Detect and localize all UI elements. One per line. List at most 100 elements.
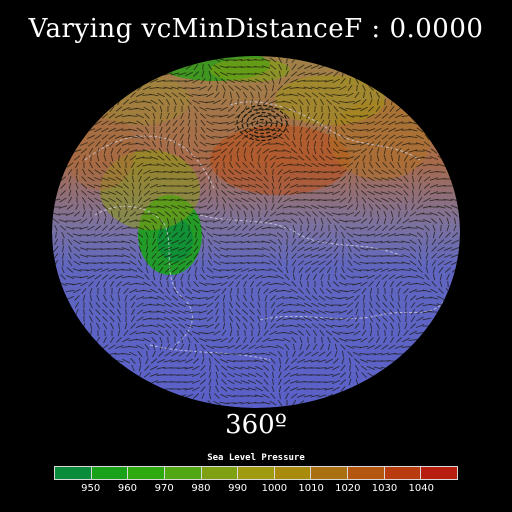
wind-vector bbox=[345, 114, 355, 118]
wind-vector bbox=[331, 379, 341, 385]
wind-vector bbox=[289, 177, 299, 181]
wind-vector bbox=[303, 394, 313, 398]
wind-vector bbox=[368, 85, 374, 91]
wind-vector bbox=[205, 275, 215, 279]
legend-swatch bbox=[384, 467, 422, 479]
wind-vector bbox=[100, 191, 110, 195]
wind-vector bbox=[226, 359, 236, 363]
wind-vector bbox=[108, 225, 116, 231]
wind-vector bbox=[305, 126, 311, 134]
wind-vector bbox=[255, 176, 263, 182]
wind-vector bbox=[237, 98, 239, 106]
wind-vector bbox=[376, 210, 380, 218]
wind-vector bbox=[184, 177, 194, 181]
wind-vector bbox=[195, 231, 197, 239]
wind-vector bbox=[443, 198, 453, 202]
wind-vector bbox=[181, 336, 183, 344]
wind-vector bbox=[394, 247, 404, 251]
wind-vector bbox=[319, 119, 325, 127]
wind-vector bbox=[235, 141, 241, 147]
wind-vector bbox=[192, 148, 200, 154]
wind-vector bbox=[303, 253, 313, 259]
wind-vector bbox=[338, 281, 348, 287]
legend-tick-label: 960 bbox=[117, 483, 137, 494]
wind-vector bbox=[380, 191, 390, 195]
wind-vector bbox=[100, 184, 110, 188]
wind-vector bbox=[431, 259, 437, 267]
wind-vector bbox=[163, 246, 173, 252]
legend-swatch bbox=[164, 467, 202, 479]
wind-vector bbox=[167, 280, 169, 288]
wind-vector bbox=[116, 337, 122, 343]
wind-vector bbox=[333, 245, 339, 253]
wind-vector bbox=[283, 141, 291, 147]
wind-vector bbox=[311, 316, 319, 322]
wind-vector bbox=[184, 163, 194, 167]
wind-vector bbox=[299, 343, 303, 351]
wind-vector bbox=[179, 126, 185, 134]
wind-vector bbox=[340, 134, 346, 140]
wind-vector bbox=[416, 316, 424, 322]
wind-vector bbox=[313, 224, 317, 232]
wind-vector bbox=[172, 120, 178, 126]
wind-vector bbox=[184, 205, 194, 209]
wind-vector bbox=[129, 351, 137, 357]
wind-vector bbox=[143, 85, 151, 91]
wind-vector bbox=[285, 252, 289, 260]
wind-vector bbox=[178, 239, 186, 245]
wind-vector bbox=[346, 204, 354, 210]
wind-vector bbox=[290, 358, 298, 364]
wind-vector bbox=[342, 245, 344, 253]
wind-vector bbox=[73, 211, 81, 217]
wind-vector bbox=[115, 141, 123, 147]
wind-vector bbox=[233, 240, 243, 244]
wind-vector bbox=[381, 127, 389, 133]
wind-vector bbox=[150, 183, 158, 189]
wind-vector bbox=[321, 336, 323, 344]
wind-vector bbox=[115, 197, 123, 203]
wind-vector bbox=[150, 358, 158, 364]
wind-vector bbox=[422, 205, 432, 209]
wind-vector bbox=[338, 317, 348, 321]
wind-vector bbox=[107, 233, 117, 237]
wind-vector bbox=[213, 64, 221, 70]
wind-vector bbox=[297, 358, 305, 364]
wind-vector bbox=[214, 92, 220, 98]
wind-vector bbox=[289, 318, 299, 320]
wind-vector bbox=[247, 352, 257, 356]
wind-vector bbox=[227, 141, 235, 147]
wind-vector bbox=[73, 239, 81, 245]
wind-vector bbox=[382, 316, 388, 322]
wind-vector bbox=[240, 79, 250, 83]
wind-vector bbox=[278, 252, 282, 260]
wind-vector bbox=[297, 64, 305, 70]
wind-vector bbox=[403, 190, 409, 196]
wind-vector bbox=[171, 204, 179, 210]
wind-vector bbox=[282, 310, 292, 314]
wind-vector bbox=[215, 371, 219, 379]
wind-vector bbox=[289, 304, 299, 306]
wind-vector bbox=[332, 99, 340, 105]
legend-swatch bbox=[348, 467, 385, 479]
wind-vector bbox=[137, 196, 143, 204]
wind-vector bbox=[264, 210, 268, 218]
wind-vector bbox=[129, 253, 137, 259]
wind-vector bbox=[72, 282, 82, 286]
wind-vector bbox=[395, 337, 403, 343]
wind-vector bbox=[291, 238, 297, 246]
wind-vector bbox=[219, 247, 229, 251]
wind-vector bbox=[437, 239, 445, 245]
wind-vector bbox=[271, 308, 275, 316]
wind-vector bbox=[81, 288, 87, 294]
wind-vector bbox=[229, 322, 233, 330]
wind-vector bbox=[108, 169, 116, 175]
wind-vector bbox=[409, 253, 417, 259]
wind-vector bbox=[163, 72, 173, 76]
wind-vector bbox=[310, 198, 320, 202]
wind-vector bbox=[303, 309, 313, 315]
wind-vector bbox=[432, 224, 436, 232]
wind-vector bbox=[130, 161, 136, 169]
wind-vector bbox=[408, 128, 418, 132]
wind-vector bbox=[207, 63, 213, 71]
wind-vector bbox=[233, 191, 243, 195]
